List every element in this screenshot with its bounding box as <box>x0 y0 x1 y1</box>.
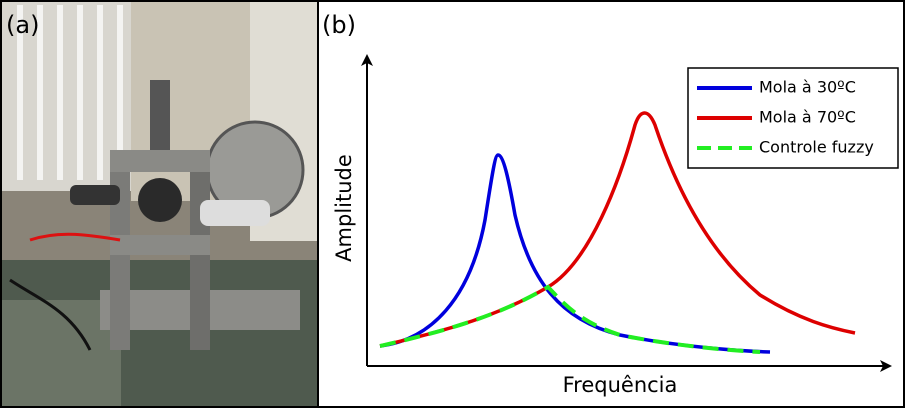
y-axis-label: Amplitude <box>332 154 356 262</box>
panel-label: (a) <box>6 11 39 39</box>
legend: Mola à 30ºC Mola à 70ºC Controle fuzzy <box>687 67 899 169</box>
photo <box>1 1 318 407</box>
panel-label: (b) <box>322 11 356 39</box>
x-axis-label: Frequência <box>563 373 678 397</box>
curve <box>379 111 856 348</box>
curve <box>379 153 771 354</box>
legend-label: Controle fuzzy <box>759 138 874 157</box>
legend-label: Mola à 30ºC <box>759 78 856 97</box>
legend-label: Mola à 70ºC <box>759 108 856 127</box>
curve <box>379 284 761 354</box>
